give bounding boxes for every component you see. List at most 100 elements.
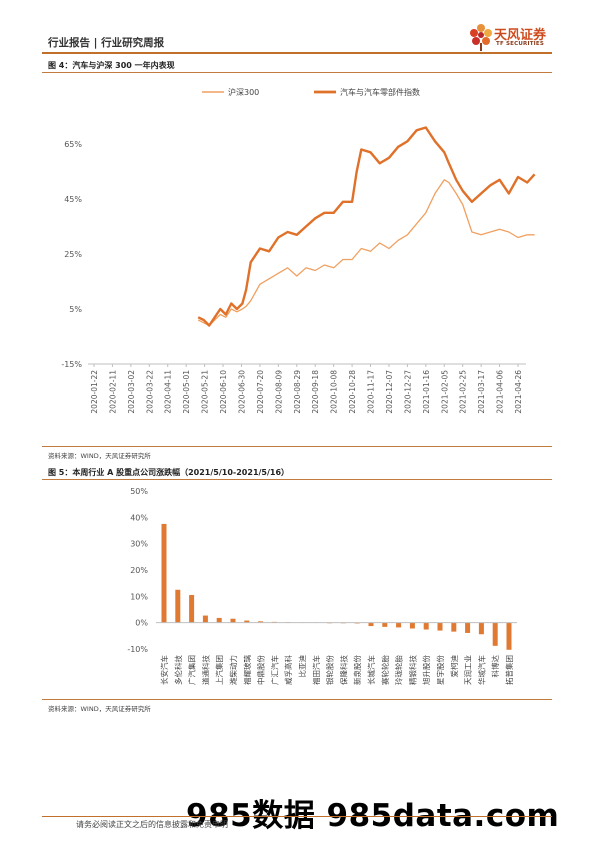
category-label: 比亚迪 <box>297 655 307 678</box>
x-tick-label: 2020-08-29 <box>293 370 302 414</box>
x-tick-label: 2020-12-27 <box>403 370 412 414</box>
category-label: 福田汽车 <box>311 655 321 685</box>
category-label: 天润工业 <box>463 655 473 685</box>
bar <box>244 620 250 623</box>
bar <box>189 595 195 623</box>
x-tick-label: 2020-12-07 <box>385 370 394 414</box>
logo-subtext: TF SECURITIES <box>496 41 545 47</box>
header-rule <box>42 52 552 54</box>
category-label: 威孚高科 <box>283 655 293 685</box>
bar <box>451 622 457 632</box>
y-tick-label: 20% <box>130 566 148 575</box>
footer-disclaimer: 请务必阅读正文之后的信息披露和免责申明 <box>76 820 228 829</box>
y-tick-label: 65% <box>64 140 82 149</box>
category-label: 潍柴动力 <box>228 655 238 685</box>
report-category: 行业报告 | 行业研究周报 <box>48 37 165 49</box>
y-tick-label: 40% <box>130 513 148 522</box>
bar <box>175 589 181 623</box>
category-label: 星宇股份 <box>435 655 445 685</box>
category-label: 旭升股份 <box>421 655 431 685</box>
figure5-source: 资料来源：WIND，天风证券研究所 <box>48 705 151 713</box>
figure5-bottom-rule <box>42 699 552 700</box>
x-tick-label: 2021-04-06 <box>496 370 505 414</box>
logo-icon <box>470 24 492 51</box>
x-tick-label: 2020-05-01 <box>182 370 191 414</box>
category-label: 道通科技 <box>200 655 210 685</box>
category-label: 中鼎股份 <box>256 655 266 685</box>
bar <box>437 622 443 631</box>
x-tick-label: 2020-07-20 <box>256 370 265 414</box>
bar <box>396 622 402 628</box>
y-tick-label: 10% <box>130 592 148 601</box>
category-label: 科博达 <box>490 655 500 678</box>
bar <box>202 615 208 623</box>
y-tick-label: 25% <box>64 250 82 259</box>
series-line-2 <box>197 126 536 327</box>
figure5-title-rule <box>42 479 552 480</box>
y-tick-label: -15% <box>61 360 82 369</box>
x-tick-label: 2020-01-22 <box>90 370 99 414</box>
bar <box>409 622 415 629</box>
x-tick-label: 2020-08-09 <box>274 370 283 414</box>
bar <box>492 622 498 646</box>
figure4-source: 资料来源：WIND，天风证券研究所 <box>48 452 151 460</box>
category-label: 精锻科技 <box>407 655 417 685</box>
category-label: 多伦科技 <box>173 655 183 685</box>
bar <box>382 622 388 627</box>
category-label: 华域汽车 <box>476 655 486 685</box>
bar <box>423 622 429 630</box>
figure4-title-rule <box>42 72 552 73</box>
figure4-bottom-rule <box>42 446 552 447</box>
category-label: 长城汽车 <box>366 655 376 685</box>
logo-text: 天风证券 <box>494 28 547 43</box>
category-label: 银轮股份 <box>325 655 335 685</box>
bar <box>478 622 484 635</box>
x-tick-label: 2020-03-22 <box>145 370 154 414</box>
category-label: 保隆科技 <box>338 655 348 685</box>
bar <box>506 622 512 650</box>
line-chart: -15% 5% 25% 45% 65% 2020-01-22 2020-02-11 2020-… <box>61 87 536 414</box>
bar-chart: -10% 0% 10% 20% 30% 40% 50% 长安汽车 多伦科技 广汽集团 道通科技 上汽集… <box>127 487 517 685</box>
x-tick-label: 2020-02-11 <box>108 370 117 414</box>
x-tick-label: 2021-02-25 <box>459 370 468 414</box>
x-tick-label: 2021-01-16 <box>422 370 431 414</box>
bar <box>368 622 374 627</box>
category-label: 上汽集团 <box>214 655 224 685</box>
bar <box>230 618 236 623</box>
watermark: 985数据 985data.com <box>186 798 560 834</box>
x-tick-label: 2020-06-10 <box>219 370 228 414</box>
y-tick-label: 0% <box>135 619 148 628</box>
x-tick-label: 2020-10-08 <box>330 370 339 414</box>
x-tick-label: 2020-09-18 <box>311 370 320 414</box>
category-label: 福耀玻璃 <box>242 655 252 685</box>
bar <box>465 622 471 633</box>
x-tick-label: 2020-11-17 <box>367 370 376 414</box>
x-tick-label: 2021-03-17 <box>477 370 486 414</box>
legend-label-2: 汽车与汽车零部件指数 <box>340 87 420 97</box>
bar <box>161 523 167 623</box>
bar <box>258 621 264 623</box>
y-tick-label: 50% <box>130 487 148 496</box>
x-tick-label: 2021-04-26 <box>514 370 523 414</box>
logo: 天风证券 TF SECURITIES <box>468 22 558 56</box>
category-label: 长安汽车 <box>159 655 169 685</box>
figure4-title: 图 4：汽车与沪深 300 一年内表现 <box>48 61 175 70</box>
category-label: 爱柯迪 <box>449 655 459 678</box>
category-label: 赛轮轮胎 <box>380 655 390 685</box>
x-tick-label: 2020-06-30 <box>237 370 246 414</box>
category-label: 广汽集团 <box>187 655 197 685</box>
bar <box>216 617 222 623</box>
category-label: 广汇汽车 <box>269 655 279 685</box>
y-tick-label: 5% <box>69 305 82 314</box>
x-tick-label: 2020-03-02 <box>127 370 136 414</box>
x-tick-label: 2020-10-28 <box>348 370 357 414</box>
series-line-1 <box>197 179 535 327</box>
footer-rule <box>42 816 552 817</box>
y-tick-label: 30% <box>130 540 148 549</box>
category-label: 拓普集团 <box>504 655 514 685</box>
category-label: 新泉股份 <box>352 655 362 685</box>
x-tick-label: 2021-02-05 <box>440 370 449 414</box>
y-tick-label: 45% <box>64 195 82 204</box>
legend-label-1: 沪深300 <box>228 87 259 97</box>
figure5-title: 图 5：本周行业 A 股重点公司涨跌幅（2021/5/10-2021/5/16） <box>48 468 290 477</box>
